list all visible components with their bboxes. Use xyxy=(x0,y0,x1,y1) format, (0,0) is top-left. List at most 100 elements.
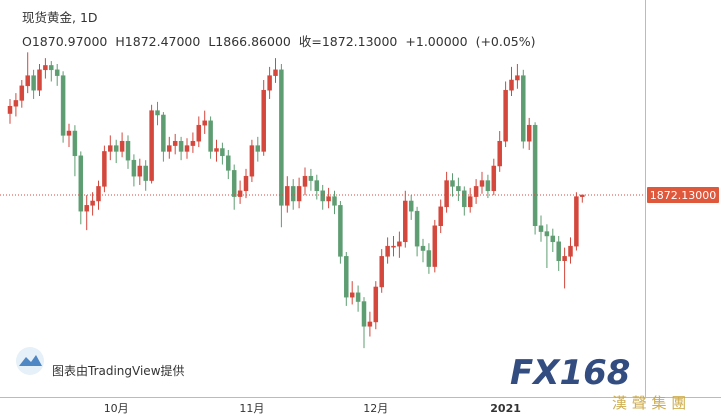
candle-body xyxy=(491,165,497,192)
candle-body xyxy=(214,148,219,152)
candle-body xyxy=(208,120,213,152)
candle-body xyxy=(96,186,101,202)
candle-body xyxy=(31,75,36,91)
candle-body xyxy=(302,175,308,187)
candle-body xyxy=(102,151,107,187)
candle-body xyxy=(485,180,491,192)
candle-body xyxy=(367,321,373,327)
candle-body xyxy=(426,250,432,267)
candle-body xyxy=(326,196,331,202)
ohlc-value: O1870.97000 xyxy=(22,34,108,49)
candle-body xyxy=(338,205,343,257)
candle-body xyxy=(273,69,278,76)
candle-body xyxy=(344,256,349,298)
candle-body xyxy=(473,186,479,197)
candle-body xyxy=(438,206,443,227)
candle-body xyxy=(462,190,467,208)
candle-body xyxy=(320,190,325,202)
attribution: 图表由TradingView提供 xyxy=(52,363,185,378)
candle-body xyxy=(143,165,148,181)
candle-body xyxy=(515,75,520,81)
x-tick-label: 11月 xyxy=(239,402,264,415)
candle-body xyxy=(285,186,290,206)
candle-body xyxy=(184,145,190,152)
ohlc-value: 收=1872.13000 xyxy=(298,34,398,49)
candle-body xyxy=(408,200,414,212)
candle-body xyxy=(131,159,137,177)
candle-body xyxy=(467,196,473,208)
candle-body xyxy=(125,140,131,161)
candle-body xyxy=(308,175,314,181)
candle-body xyxy=(243,175,249,192)
candle-body xyxy=(196,124,202,142)
candle-body xyxy=(178,140,184,152)
candle-body xyxy=(403,200,408,243)
candle-body xyxy=(332,196,337,206)
candle-body xyxy=(231,170,237,197)
last-price-box xyxy=(647,186,719,203)
symbol-title: 现货黄金, 1D xyxy=(22,10,98,25)
ohlc-value: H1872.47000 xyxy=(115,34,201,49)
ohlc-value: +1.00000 xyxy=(405,34,468,49)
candle-body xyxy=(296,186,302,202)
candle-body xyxy=(544,231,550,237)
watermark-logo: FX168 xyxy=(510,353,630,393)
candle-body xyxy=(261,89,266,152)
candle-body xyxy=(450,180,455,187)
candle-body xyxy=(37,69,42,91)
candle-body xyxy=(420,245,426,251)
candle-body xyxy=(202,120,207,126)
candle-body xyxy=(550,235,556,243)
candle-body xyxy=(526,124,532,142)
candle-body xyxy=(414,210,420,247)
candle-body xyxy=(137,165,143,177)
candle-body xyxy=(562,256,567,261)
candle-body xyxy=(391,245,396,248)
candle-body xyxy=(432,225,438,267)
ohlc-value: L1866.86000 xyxy=(208,34,291,49)
x-tick-label: 2021 xyxy=(490,402,521,415)
watermark-subtitle: 漢 聲 集 團 xyxy=(612,394,686,412)
candle-body xyxy=(161,114,166,152)
candle-body xyxy=(397,241,402,247)
candle-body xyxy=(190,140,196,146)
candle-body xyxy=(119,140,125,152)
candle-body xyxy=(237,190,243,197)
candle-body xyxy=(568,245,573,257)
candle-body xyxy=(379,256,384,288)
candle-body xyxy=(155,110,160,116)
candle-body xyxy=(113,145,119,152)
candle-body xyxy=(349,292,355,298)
candle-body xyxy=(54,69,60,76)
candle-body xyxy=(314,180,320,192)
candle-body xyxy=(167,145,172,152)
x-tick-label: 10月 xyxy=(104,402,129,415)
candle-body xyxy=(249,145,255,177)
candle-body xyxy=(538,225,544,232)
candle-body xyxy=(355,292,361,302)
candle-body xyxy=(84,205,89,212)
candle-body xyxy=(25,75,30,87)
candle-body xyxy=(226,155,231,171)
candle-body xyxy=(7,105,13,114)
candle-body xyxy=(49,65,54,71)
candle-body xyxy=(66,130,72,136)
candle-body xyxy=(279,69,284,206)
candle-body xyxy=(78,155,84,212)
candle-body xyxy=(60,75,66,136)
candle-body xyxy=(267,75,272,91)
candle-body xyxy=(290,186,296,202)
candle-body xyxy=(108,145,113,152)
candle-body xyxy=(43,65,48,71)
x-tick-label: 12月 xyxy=(363,402,388,415)
candle-body xyxy=(19,85,25,101)
candle-body xyxy=(479,180,485,187)
candle-body xyxy=(255,145,261,152)
ohlc-header: O1870.97000 H1872.47000 L1866.86000 收=1872.… xyxy=(22,31,544,50)
candle-body xyxy=(456,186,461,192)
candle-body xyxy=(521,75,526,142)
candle-body xyxy=(72,130,78,157)
candle-body xyxy=(90,200,95,206)
